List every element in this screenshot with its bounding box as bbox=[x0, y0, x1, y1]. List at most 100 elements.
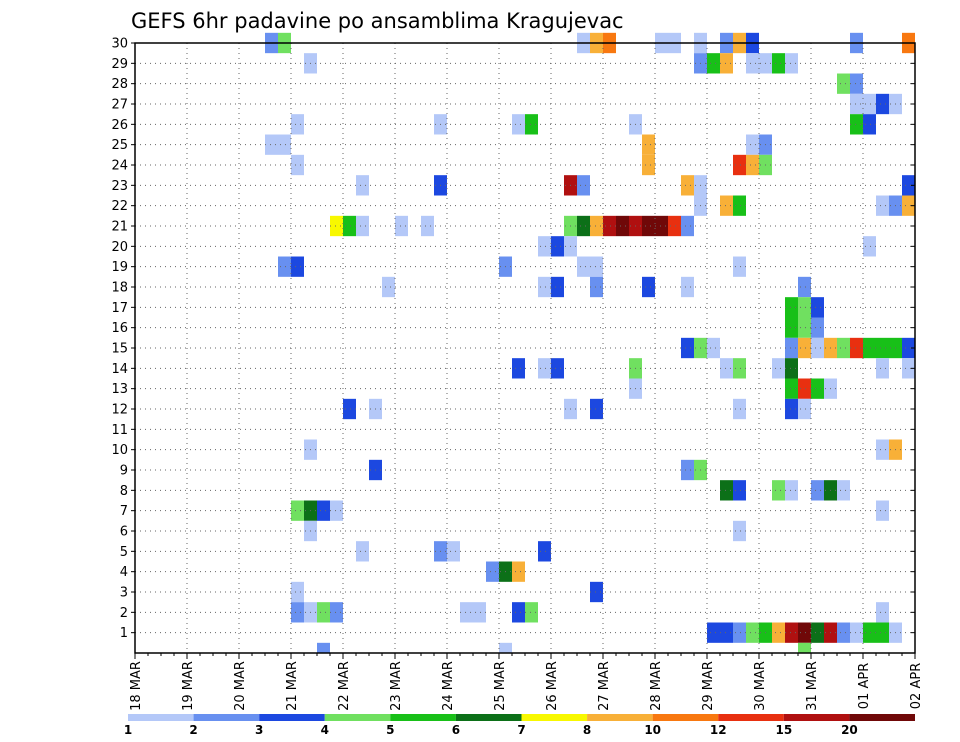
heatmap-cell-m2-t57 bbox=[876, 602, 889, 623]
heatmap-cell-m22-t45 bbox=[720, 195, 733, 216]
legend-swatch bbox=[521, 714, 588, 721]
heatmap-cell-m20-t56 bbox=[863, 236, 876, 257]
heatmap-cell-m1-t57 bbox=[876, 622, 889, 643]
heatmap-cell-m25-t10 bbox=[265, 134, 278, 155]
y-tick-label: 28 bbox=[111, 77, 128, 92]
heatmap-cell-m24-t39 bbox=[642, 154, 655, 176]
y-tick-label: 2 bbox=[120, 606, 128, 621]
heatmap-cell-m21-t37 bbox=[616, 215, 629, 237]
heatmap-cell-m23-t34 bbox=[577, 175, 590, 196]
heatmap-cell-m15-t56 bbox=[863, 337, 876, 359]
legend-label: 6 bbox=[452, 723, 460, 737]
heatmap-cell-m8-t46 bbox=[733, 480, 746, 501]
heatmap-cell-m2-t30 bbox=[525, 602, 538, 623]
heatmap-cell-m18-t19 bbox=[382, 276, 395, 298]
heatmap-cell-m13-t51 bbox=[798, 378, 811, 399]
chart-title: GEFS 6hr padavine po ansamblima Kragujev… bbox=[131, 9, 624, 33]
heatmap-cell-m1-t44 bbox=[707, 622, 720, 643]
heatmap-cell-m2-t14 bbox=[317, 602, 330, 623]
x-tick-label: 01 APR bbox=[857, 663, 872, 709]
heatmap-cell-m4-t29 bbox=[512, 561, 525, 582]
heatmap-cell-m29-t50 bbox=[785, 53, 798, 74]
heatmap-cell-m26-t12 bbox=[291, 114, 304, 135]
heatmap-cell-m25-t39 bbox=[642, 134, 655, 155]
heatmap-cell-m1-t49 bbox=[772, 622, 785, 643]
heatmap-cell-m17-t50 bbox=[785, 297, 798, 318]
heatmap-cell-m26-t29 bbox=[512, 114, 525, 135]
heatmap-cell-m21-t40 bbox=[655, 215, 668, 237]
y-tick-label: 5 bbox=[120, 545, 128, 560]
heatmap-cell-m25-t47 bbox=[746, 134, 759, 155]
heatmap-cell-m18-t42 bbox=[681, 276, 694, 298]
heatmap-cell-m2-t26 bbox=[473, 602, 486, 623]
heatmap-cell-m13-t50 bbox=[785, 378, 798, 399]
heatmap-cell-m28-t55 bbox=[850, 73, 863, 94]
heatmap-cell-m14-t59 bbox=[902, 358, 915, 379]
y-tick-label: 16 bbox=[111, 321, 128, 336]
heatmap-cell-m15-t55 bbox=[850, 337, 863, 359]
y-tick-label: 11 bbox=[111, 423, 128, 438]
heatmap-cell-m0-t51 bbox=[798, 642, 811, 653]
heatmap-cell-m18-t35 bbox=[590, 276, 603, 298]
heatmap-cell-m14-t46 bbox=[733, 358, 746, 379]
legend-swatch bbox=[324, 714, 391, 721]
heatmap-cell-m8-t54 bbox=[837, 480, 850, 501]
heatmap-cell-m21-t22 bbox=[421, 215, 434, 237]
heatmap-cell-m21-t16 bbox=[343, 215, 356, 237]
heatmap-cell-m5-t17 bbox=[356, 541, 369, 562]
heatmap-cell-m12-t16 bbox=[343, 398, 356, 420]
y-tick-label: 3 bbox=[120, 586, 128, 601]
x-tick-label: 30 MAR bbox=[753, 661, 768, 711]
heatmap-cell-m29-t47 bbox=[746, 53, 759, 74]
heatmap-cell-m3-t35 bbox=[590, 581, 603, 603]
x-tick-label: 27 MAR bbox=[597, 661, 612, 711]
heatmap-cell-m23-t59 bbox=[902, 175, 915, 196]
heatmap-cell-m0-t14 bbox=[317, 642, 330, 653]
heatmap-cell-m5-t31 bbox=[538, 541, 551, 562]
heatmap-cell-m23-t42 bbox=[681, 175, 694, 196]
heatmap-cell-m15-t44 bbox=[707, 337, 720, 359]
y-tick-label: 15 bbox=[111, 342, 128, 357]
legend-swatch bbox=[783, 714, 850, 721]
heatmap-cell-m12-t51 bbox=[798, 398, 811, 420]
heatmap-cell-m1-t45 bbox=[720, 622, 733, 643]
heatmap-cell-m21-t20 bbox=[395, 215, 408, 237]
heatmap-cell-m15-t57 bbox=[876, 337, 889, 359]
heatmap-cell-m1-t55 bbox=[850, 622, 863, 643]
heatmap-cell-m16-t50 bbox=[785, 317, 798, 338]
heatmap-cell-m17-t52 bbox=[811, 297, 824, 318]
heatmap-cell-m7-t12 bbox=[291, 500, 304, 521]
legend-swatch bbox=[455, 714, 522, 721]
heatmap-cell-m1-t50 bbox=[785, 622, 798, 643]
heatmap-cell-m24-t46 bbox=[733, 154, 746, 176]
x-tick-label: 20 MAR bbox=[233, 661, 248, 711]
heatmap-cell-m25-t11 bbox=[278, 134, 291, 155]
legend-swatch bbox=[128, 714, 194, 721]
x-tick-label: 24 MAR bbox=[441, 661, 456, 711]
heatmap-cell-m2-t25 bbox=[460, 602, 473, 623]
heatmap-cell-m29-t49 bbox=[772, 53, 785, 74]
x-tick-label: 21 MAR bbox=[285, 661, 300, 711]
legend-label: 5 bbox=[386, 723, 394, 737]
legend-swatch bbox=[849, 714, 915, 721]
x-axis: 18 MAR 19 MAR 20 MAR 21 MAR 22 MAR 23 MAR 24 M… bbox=[129, 653, 924, 711]
heatmap-cell-m21-t36 bbox=[603, 215, 616, 237]
heatmap-cell-m14-t31 bbox=[538, 358, 551, 379]
x-tick-label: 26 MAR bbox=[545, 661, 560, 711]
heatmap-cell-m5-t24 bbox=[447, 541, 460, 562]
heatmap-cell-m21-t35 bbox=[590, 215, 603, 237]
heatmap-cell-m15-t42 bbox=[681, 337, 694, 359]
heatmap-cell-m8-t50 bbox=[785, 480, 798, 501]
heatmap-cell-m21-t15 bbox=[330, 215, 343, 237]
heatmap-cell-m29-t45 bbox=[720, 53, 733, 74]
heatmap-cell-m7-t14 bbox=[317, 500, 330, 521]
heatmap-cell-m7-t15 bbox=[330, 500, 343, 521]
heatmap-cell-m13-t52 bbox=[811, 378, 824, 399]
heatmap-cell-m14-t45 bbox=[720, 358, 733, 379]
heatmap-cell-m14-t50 bbox=[785, 358, 798, 379]
y-tick-label: 19 bbox=[111, 260, 128, 275]
heatmap-cell-m15-t51 bbox=[798, 337, 811, 359]
y-tick-label: 29 bbox=[111, 57, 128, 72]
y-tick-label: 17 bbox=[111, 301, 128, 316]
